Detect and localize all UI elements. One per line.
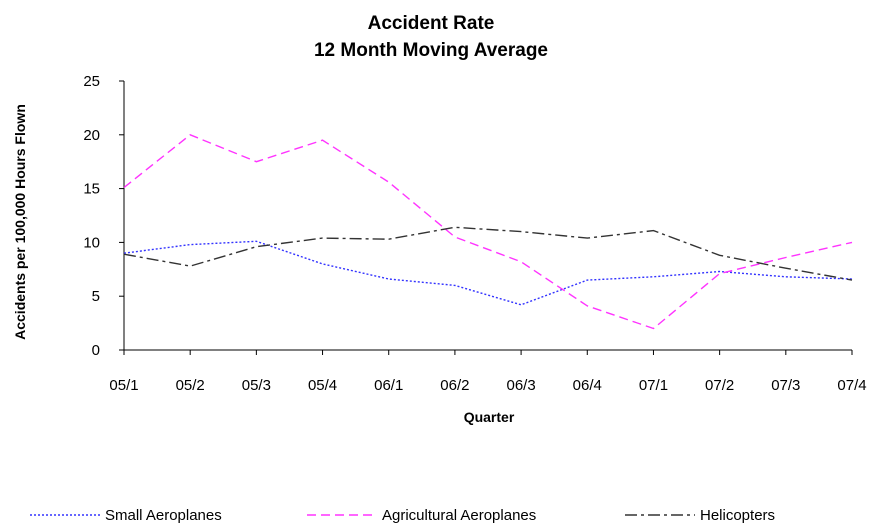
series-line-agricultural-aeroplanes <box>123 133 853 330</box>
y-tick-label: 10 <box>83 234 100 251</box>
x-tick-label: 06/1 <box>374 377 403 394</box>
legend-label: Helicopters <box>700 507 775 524</box>
x-tick-label: 07/1 <box>639 377 668 394</box>
series-line-helicopters <box>123 226 853 281</box>
x-tick-label: 07/2 <box>705 377 734 394</box>
x-tick-label: 07/4 <box>837 377 866 394</box>
y-tick-label: 0 <box>92 342 100 359</box>
x-tick-label: 06/3 <box>506 377 535 394</box>
chart-title-line-2: 12 Month Moving Average <box>314 40 548 61</box>
chart-title-line-1: Accident Rate <box>368 13 495 34</box>
x-tick-label: 05/1 <box>109 377 138 394</box>
x-tick-label: 06/2 <box>440 377 469 394</box>
y-axis-title: Accidents per 100,000 Hours Flown <box>12 104 28 340</box>
x-tick-label: 05/3 <box>242 377 271 394</box>
x-tick-label: 07/3 <box>771 377 800 394</box>
legend-label: Agricultural Aeroplanes <box>382 507 536 524</box>
y-tick-label: 5 <box>92 288 100 305</box>
y-tick-label: 25 <box>83 73 100 90</box>
plot-area: 0 5 10 15 20 25 05/1 05/2 05/3 05/4 06/1 06/2 06/3 0… <box>83 73 866 394</box>
x-tick-label: 05/2 <box>176 377 205 394</box>
x-tick-label: 06/4 <box>573 377 602 394</box>
legend-label: Small Aeroplanes <box>105 507 222 524</box>
x-axis-title: Quarter <box>464 409 515 425</box>
y-tick-label: 20 <box>83 127 100 144</box>
legend: Small Aeroplanes Agricultural Aeroplanes H… <box>30 507 775 524</box>
x-tick-label: 05/4 <box>308 377 337 394</box>
series-line-small-aeroplanes <box>123 240 853 306</box>
y-tick-label: 15 <box>83 181 100 198</box>
